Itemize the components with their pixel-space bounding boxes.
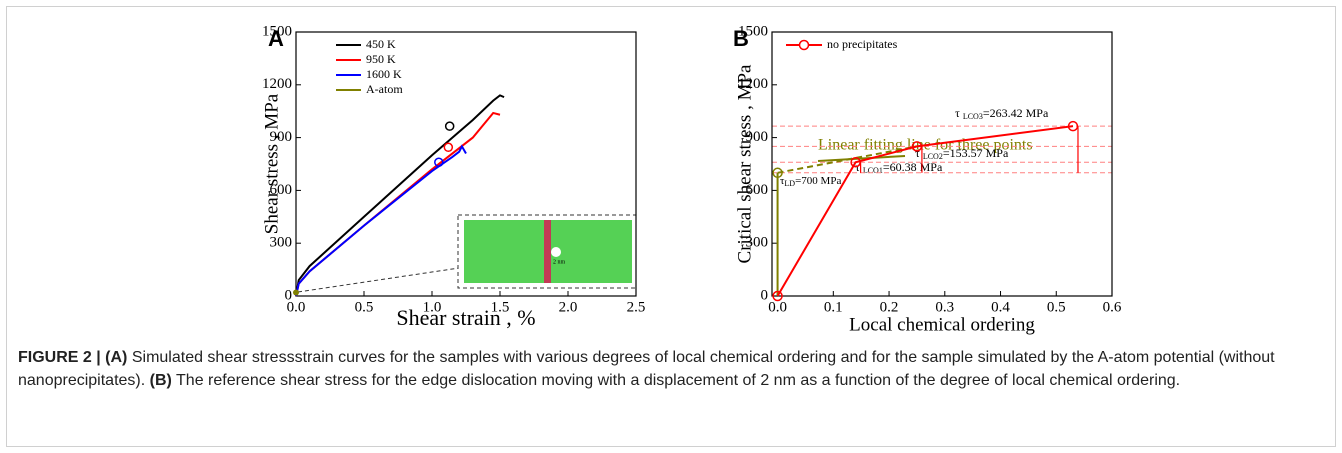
x-tick-label: 0.3: [935, 299, 954, 315]
y-tick-label: 0: [285, 287, 293, 303]
series-line: [295, 144, 467, 297]
plot-frame: [771, 31, 1113, 297]
x-tick-label: 0.2: [880, 299, 899, 315]
legend-label: A-atom: [366, 82, 403, 96]
annotation: τLD=700 MPa: [780, 175, 841, 188]
x-tick-label: 0.0: [287, 299, 306, 315]
inset-hole: [551, 247, 561, 257]
inset-band: [544, 220, 551, 283]
legend-label: 1600 K: [366, 67, 402, 81]
series-line: [776, 125, 1074, 297]
caption-a: (A): [105, 349, 128, 366]
x-tick-label: 0.6: [1103, 299, 1122, 315]
marker: [772, 290, 783, 302]
caption-label: FIGURE 2 |: [18, 349, 101, 366]
annotation: τ LCO3=263.42 MPa: [955, 106, 1049, 121]
x-tick-label: 0.1: [824, 299, 843, 315]
marker: [434, 157, 444, 167]
plot-frame: [295, 31, 637, 297]
y-tick-label: 900: [270, 129, 293, 145]
annotation-arrow: [817, 155, 906, 162]
x-tick-label: 0.5: [355, 299, 374, 315]
caption-text: The reference shear stress for the edge …: [171, 372, 1181, 389]
panel-label: A: [268, 26, 284, 51]
frame: [6, 6, 1336, 447]
x-tick-label: 2.5: [627, 299, 646, 315]
fit-marker: [772, 167, 783, 179]
x-tick-label: 0.0: [768, 299, 787, 315]
x-tick-label: 0.4: [991, 299, 1010, 315]
y-tick-label: 600: [270, 182, 293, 198]
annotation: τ LCO2=153.57 MPa: [915, 146, 1009, 161]
x-axis-title: Shear strain , %: [396, 305, 535, 330]
y-tick-label: 1500: [738, 23, 768, 39]
inset-label: 2 nm: [553, 259, 566, 265]
caption-text: Simulated shear stressstrain curves for …: [18, 349, 1275, 389]
legend-label: 950 K: [366, 52, 396, 66]
y-axis-title: Shear stress , MPa: [261, 93, 282, 234]
legend-label: 450 K: [366, 37, 396, 51]
y-tick-label: 300: [270, 235, 293, 251]
y-tick-label: 1200: [262, 76, 292, 92]
caption-b: (B): [149, 372, 172, 389]
y-tick-label: 600: [746, 182, 769, 198]
legend-label: no precipitates: [827, 37, 898, 51]
caption: FIGURE 2 | (A) Simulated shear stressstr…: [18, 346, 1318, 392]
x-axis-title: Local chemical ordering: [849, 314, 1035, 335]
x-tick-label: 0.5: [1047, 299, 1066, 315]
figure: A Shear strain , % Shear stress , MPa 2 …: [261, 23, 1122, 335]
point: [293, 289, 299, 296]
y-tick-label: 300: [746, 235, 769, 251]
x-tick-label: 1.0: [423, 299, 442, 315]
y-tick-label: 0: [761, 287, 769, 303]
panel-label: B: [733, 26, 749, 51]
legend-marker: [798, 39, 810, 51]
annotation: τ LCO1=60.38 MPa: [855, 160, 943, 175]
marker: [444, 121, 455, 131]
marker: [443, 142, 454, 153]
x-tick-label: 1.5: [491, 299, 510, 315]
y-axis-title: Critical shear stress , MPa: [734, 64, 755, 264]
x-tick-label: 2.0: [559, 299, 578, 315]
y-tick-label: 900: [746, 129, 769, 145]
y-tick-label: 1500: [262, 23, 292, 39]
fit-line: [777, 145, 918, 174]
inset-pointer: [297, 267, 460, 293]
y-tick-label: 1200: [738, 76, 768, 92]
series-line: [295, 94, 505, 297]
